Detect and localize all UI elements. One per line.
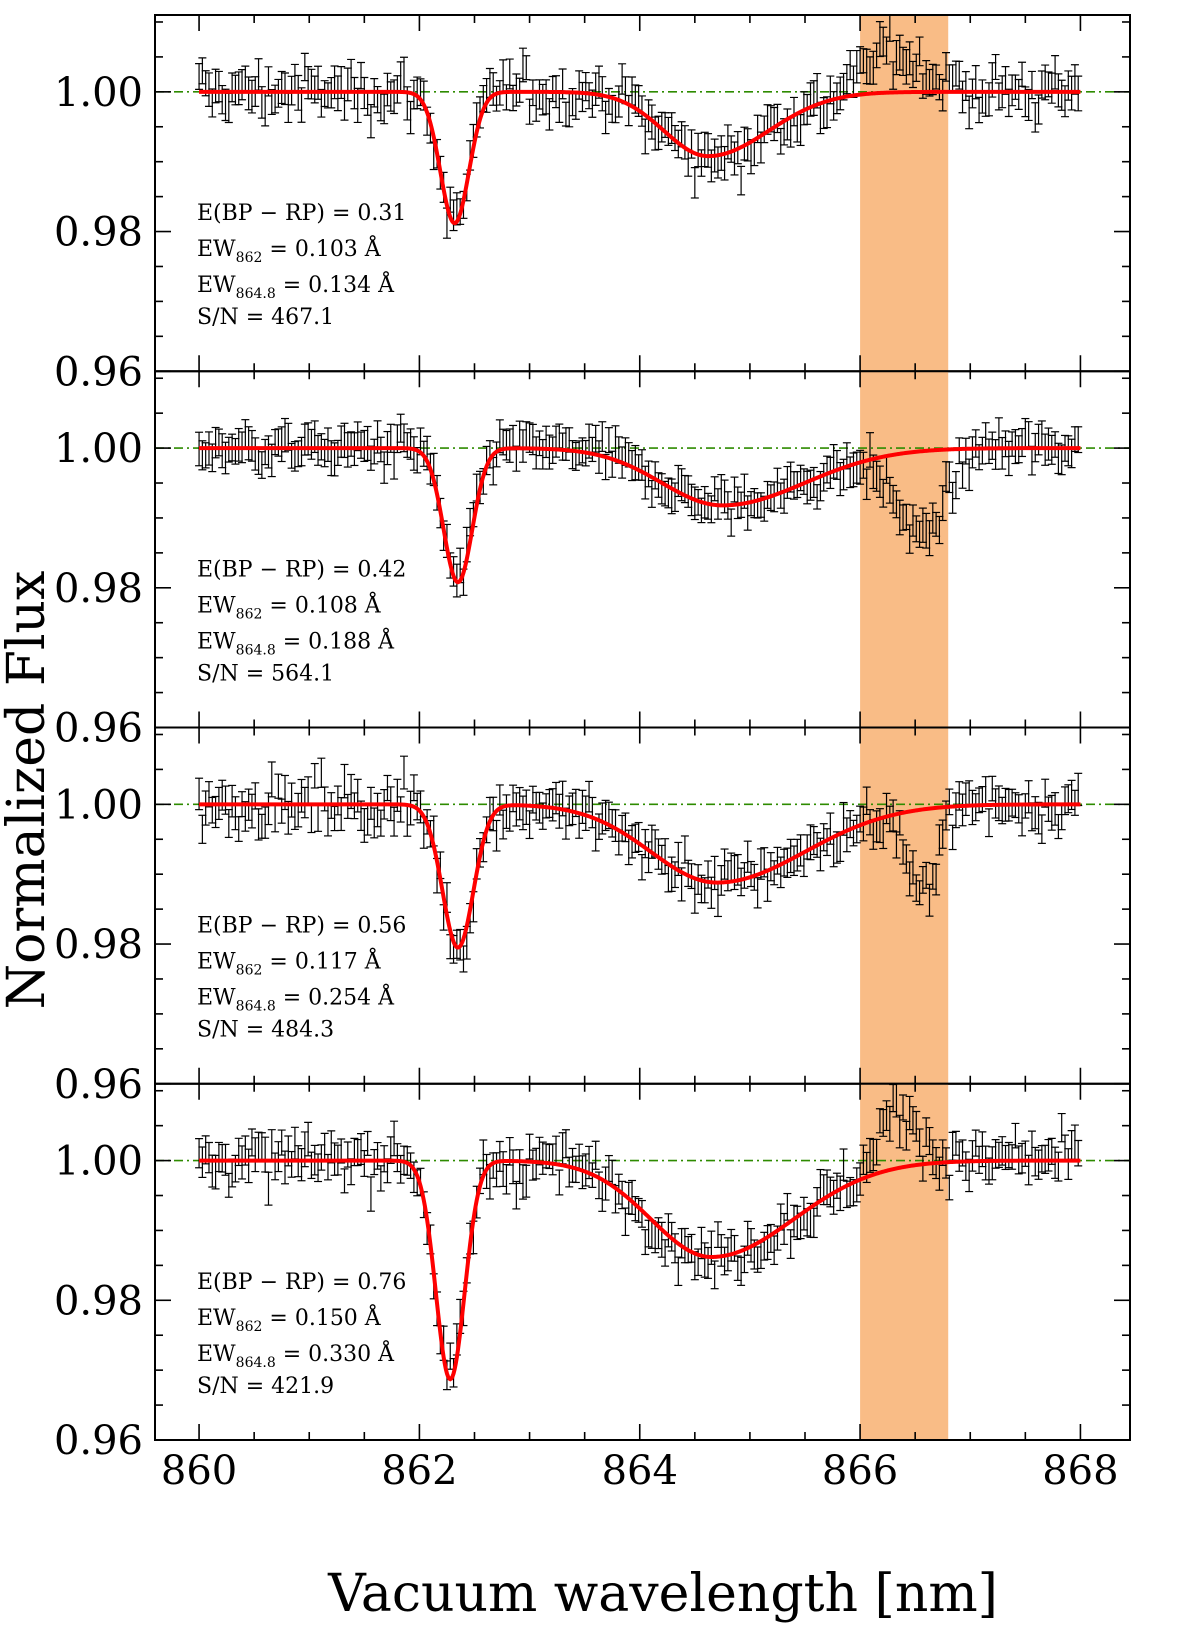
x-tick-label: 864 xyxy=(602,1448,678,1494)
x-tick-label: 862 xyxy=(381,1448,457,1494)
y-tick-label: 0.96 xyxy=(54,349,143,395)
y-tick-label: 0.98 xyxy=(54,922,143,968)
annotation-sn: S/N = 421.9 xyxy=(197,1374,334,1399)
x-tick-label: 868 xyxy=(1042,1448,1118,1494)
shaded-band xyxy=(860,1083,949,1440)
y-tick-label: 0.98 xyxy=(54,1278,143,1324)
x-tick-label: 860 xyxy=(161,1448,237,1494)
annotation-ebp-rp: E(BP − RP) = 0.56 xyxy=(197,914,406,939)
y-axis-label: Normalized Flux xyxy=(0,571,57,1010)
panel-frame xyxy=(154,1082,1131,1441)
fit-curve xyxy=(199,446,1081,585)
annotation-ew862: EW862 = 0.117 Å xyxy=(197,947,382,979)
y-tick-label: 1.00 xyxy=(54,426,143,472)
annotation-ebp-rp: E(BP − RP) = 0.31 xyxy=(197,201,406,226)
shaded-band xyxy=(860,727,949,1084)
y-tick-label: 1.00 xyxy=(54,782,143,828)
panel-3: 0.96 0.98 1.00 E(BP − RP) = 0.56 EW862 = 0.1… xyxy=(54,726,1131,1108)
y-tick-label: 0.96 xyxy=(54,706,143,752)
panels-layer: 0.96 0.98 1.00 E(BP − RP) = 0.31 EW862 = 0.1… xyxy=(54,14,1131,1464)
data-series xyxy=(195,755,1083,973)
annotation-ew8648: EW864.8 = 0.134 Å xyxy=(197,270,395,302)
shaded-band xyxy=(860,371,949,728)
x-axis: 860 862 864 866 868 xyxy=(161,1448,1119,1494)
panel-4: 0.96 0.98 1.00 E(BP − RP) = 0.76 EW862 = 0.1… xyxy=(54,1082,1131,1464)
fit-curve xyxy=(199,1158,1081,1382)
y-tick-label: 0.98 xyxy=(54,210,143,256)
annotation-ew862: EW862 = 0.150 Å xyxy=(197,1303,382,1335)
fit-curve xyxy=(199,89,1081,226)
annotation-ew8648: EW864.8 = 0.254 Å xyxy=(197,983,395,1015)
data-series xyxy=(195,1083,1083,1391)
annotation-sn: S/N = 484.3 xyxy=(197,1018,334,1043)
annotation-sn: S/N = 564.1 xyxy=(197,661,334,686)
x-tick-label: 866 xyxy=(822,1448,898,1494)
y-tick-label: 0.98 xyxy=(54,566,143,612)
annotation-ew8648: EW864.8 = 0.188 Å xyxy=(197,626,395,658)
y-tick-label: 0.96 xyxy=(54,1062,143,1108)
y-tick-label: 1.00 xyxy=(54,1139,143,1185)
annotation-ew8648: EW864.8 = 0.330 Å xyxy=(197,1339,395,1371)
x-axis-label: Vacuum wavelength [nm] xyxy=(327,1564,998,1624)
panel-1: 0.96 0.98 1.00 E(BP − RP) = 0.31 EW862 = 0.1… xyxy=(54,14,1131,395)
y-tick-label: 1.00 xyxy=(54,70,143,116)
annotation-ebp-rp: E(BP − RP) = 0.76 xyxy=(197,1270,406,1295)
annotation-ebp-rp: E(BP − RP) = 0.42 xyxy=(197,557,406,582)
annotation-sn: S/N = 467.1 xyxy=(197,305,334,330)
y-tick-label: 0.96 xyxy=(54,1418,143,1464)
panel-2: 0.96 0.98 1.00 E(BP − RP) = 0.42 EW862 = 0.1… xyxy=(54,370,1131,752)
annotation-ew862: EW862 = 0.108 Å xyxy=(197,590,382,622)
fit-curve xyxy=(199,802,1081,950)
annotation-ew862: EW862 = 0.103 Å xyxy=(197,234,382,266)
shaded-band xyxy=(860,15,949,372)
